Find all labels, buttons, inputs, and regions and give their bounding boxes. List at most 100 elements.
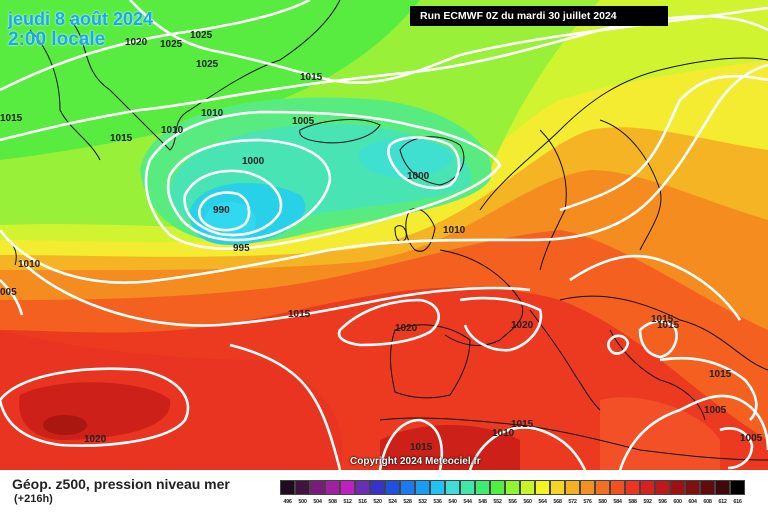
isobar-label: 1020 [395, 323, 418, 334]
isobar-label: 1020 [84, 434, 107, 445]
color-scale-value: 512 [343, 499, 352, 505]
color-swatch [460, 480, 475, 495]
color-swatch [550, 480, 565, 495]
color-scale-value: 588 [628, 499, 637, 505]
coastlines [0, 0, 768, 461]
isobar-label: 1025 [196, 59, 219, 70]
isobar-label: 1015 [651, 314, 674, 325]
isobar-label: 1015 [657, 320, 680, 331]
color-scale-value: 576 [583, 499, 592, 505]
isobar-label: 1010 [492, 428, 515, 439]
color-swatch [280, 480, 295, 495]
isobar-label: 1015 [511, 419, 534, 430]
isobar-label: 1005 [704, 405, 727, 416]
isobar-label: 1020 [125, 37, 148, 48]
legend-title: Géop. z500, pression niveau mer [12, 476, 230, 492]
forecast-title: jeudi 8 août 2024 2:00 locale [8, 10, 153, 49]
color-swatch [655, 480, 670, 495]
isobar-label: 1005 [740, 433, 763, 444]
color-scale-value: 528 [403, 499, 412, 505]
isobar-label: 1015 [288, 309, 311, 320]
color-swatch [520, 480, 535, 495]
color-swatch [580, 480, 595, 495]
color-scale-value: 596 [658, 499, 667, 505]
color-scale-value: 604 [688, 499, 697, 505]
isobar-labels: 1020 1025 1025 1025 1015 1015 1015 1010 … [0, 30, 763, 453]
run-info-text: Run ECMWF 0Z du mardi 30 juillet 2024 [420, 10, 617, 22]
forecast-date: jeudi 8 août 2024 [8, 9, 154, 29]
color-swatch [340, 480, 355, 495]
color-scale-value: 600 [673, 499, 682, 505]
color-scale-value: 584 [613, 499, 622, 505]
color-scale-value: 556 [508, 499, 517, 505]
color-swatch [535, 480, 550, 495]
color-scale-value: 580 [598, 499, 607, 505]
color-scale-value: 572 [568, 499, 577, 505]
isobar-label: 005 [0, 287, 17, 298]
isobar-label: 1000 [407, 171, 430, 182]
color-swatch [640, 480, 655, 495]
color-scale-value: 496 [283, 499, 292, 505]
run-info-banner: Run ECMWF 0Z du mardi 30 juillet 2024 [410, 6, 668, 26]
isobar-label: 1015 [0, 113, 23, 124]
isobar-label: 1015 [709, 369, 732, 380]
geopotential-field [0, 0, 768, 470]
color-swatch [370, 480, 385, 495]
color-scale-value: 560 [523, 499, 532, 505]
isobar-label: 995 [233, 243, 250, 254]
color-swatch [415, 480, 430, 495]
color-swatch [295, 480, 310, 495]
isobar-label: 1005 [292, 116, 315, 127]
isobar-label: 1010 [161, 125, 184, 136]
color-scale-value: 548 [478, 499, 487, 505]
copyright-text: Copyright 2024 Meteociel.fr [350, 456, 481, 467]
color-swatch [700, 480, 715, 495]
color-swatch [310, 480, 325, 495]
color-swatch [715, 480, 730, 495]
color-scale-value: 520 [373, 499, 382, 505]
color-swatch [565, 480, 580, 495]
isobar-label: 1010 [18, 259, 41, 270]
color-scale-value: 508 [328, 499, 337, 505]
color-scale-value: 612 [718, 499, 727, 505]
isobar-label: 1025 [160, 39, 183, 50]
color-scale-value: 592 [643, 499, 652, 505]
color-swatch [595, 480, 610, 495]
color-swatch [400, 480, 415, 495]
color-swatch [670, 480, 685, 495]
color-swatch [505, 480, 520, 495]
color-scale-value: 544 [463, 499, 472, 505]
color-swatch [475, 480, 490, 495]
isobars [0, 0, 768, 471]
isobar-label: 1015 [410, 442, 433, 453]
isobar-label: 1010 [201, 108, 224, 119]
color-scale-value: 564 [538, 499, 547, 505]
color-scale-value: 532 [418, 499, 427, 505]
color-swatch [625, 480, 640, 495]
color-scale-value: 500 [298, 499, 307, 505]
color-scale-value: 536 [433, 499, 442, 505]
color-scale-value: 616 [733, 499, 742, 505]
isobar-label: 990 [213, 205, 230, 216]
color-swatch [730, 480, 745, 495]
color-scale-value: 540 [448, 499, 457, 505]
color-swatch [385, 480, 400, 495]
color-swatch [325, 480, 340, 495]
color-swatch [610, 480, 625, 495]
color-scale-value: 552 [493, 499, 502, 505]
isobar-label: 1025 [190, 30, 213, 41]
color-scale-value: 568 [553, 499, 562, 505]
color-scale-value: 524 [388, 499, 397, 505]
color-swatch [355, 480, 370, 495]
isobar-label: 1010 [443, 225, 466, 236]
color-swatch [685, 480, 700, 495]
color-swatch [490, 480, 505, 495]
isobar-label: 1015 [110, 133, 133, 144]
color-scale-value: 516 [358, 499, 367, 505]
color-scale [280, 480, 745, 495]
forecast-time: 2:00 locale [8, 29, 106, 50]
color-swatch [430, 480, 445, 495]
color-swatch [445, 480, 460, 495]
isobar-label: 1000 [242, 156, 265, 167]
color-scale-value: 608 [703, 499, 712, 505]
